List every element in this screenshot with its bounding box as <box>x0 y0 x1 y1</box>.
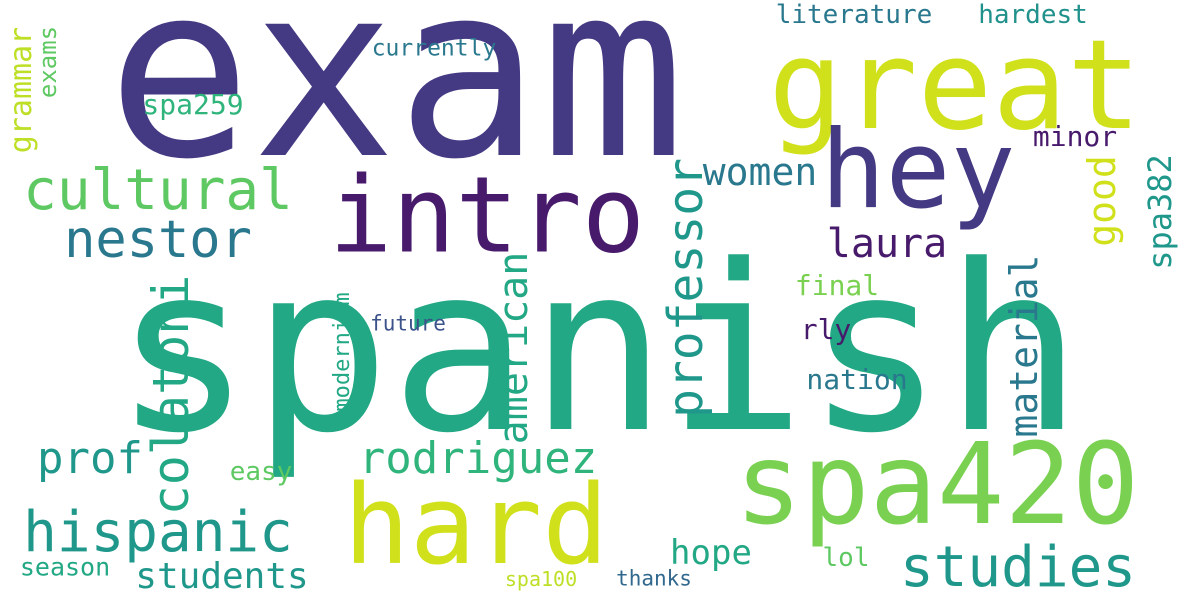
word-hispanic: hispanic <box>23 500 293 565</box>
word-final: final <box>794 269 880 302</box>
word-literature: literature <box>775 0 933 30</box>
word-intro: intro <box>328 154 646 277</box>
word-lol: lol <box>822 543 870 573</box>
word-hey: hey <box>820 108 1016 233</box>
word-thanks: thanks <box>616 566 692 591</box>
word-colatoni: colatoni <box>142 274 200 516</box>
word-exams: exams <box>34 25 62 99</box>
word-american: american <box>491 251 537 445</box>
word-minor: minor <box>1032 120 1118 153</box>
word-prof: prof <box>37 433 143 484</box>
word-currently: currently <box>371 35 497 62</box>
word-hope: hope <box>670 533 752 573</box>
word-spa382: spa382 <box>1141 154 1179 270</box>
word-cultural: cultural <box>23 158 293 223</box>
word-easy: easy <box>229 457 293 487</box>
word-hardest: hardest <box>978 0 1088 30</box>
word-rly: rly <box>800 313 852 346</box>
word-women: women <box>702 150 818 194</box>
word-exam: exam <box>107 0 685 212</box>
word-rodriguez: rodriguez <box>358 433 598 484</box>
word-spa420: spa420 <box>734 420 1140 550</box>
word-spanish: spanish <box>113 217 1083 484</box>
word-modernism: modernism <box>330 292 355 412</box>
word-season: season <box>19 552 111 582</box>
word-spa100: spa100 <box>504 567 578 591</box>
word-grammar: grammar <box>4 26 39 154</box>
word-spa259: spa259 <box>142 88 244 121</box>
word-great: great <box>768 14 1142 158</box>
word-nation: nation <box>806 363 908 396</box>
word-studies: studies <box>899 535 1137 600</box>
word-future: future <box>370 311 446 336</box>
word-students: students <box>135 556 309 597</box>
word-laura: laura <box>826 221 948 267</box>
word-material: material <box>1002 254 1046 438</box>
word-nestor: nestor <box>64 210 252 270</box>
word-professor: professor <box>658 157 714 419</box>
word-good: good <box>1080 155 1124 247</box>
word-hard: hard <box>343 461 609 589</box>
